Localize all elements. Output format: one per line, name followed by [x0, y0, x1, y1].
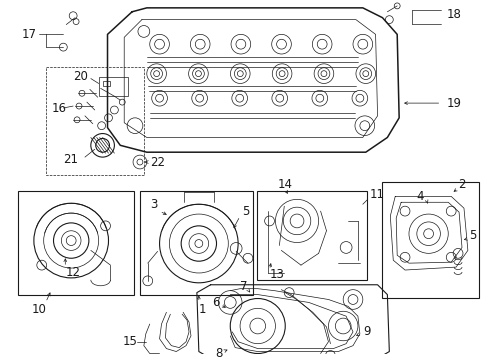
Bar: [382, 182, 478, 297]
Bar: [256, 192, 366, 280]
Text: 2: 2: [457, 178, 465, 191]
Text: 6: 6: [212, 296, 220, 309]
Text: 22: 22: [149, 156, 164, 168]
Bar: [45, 67, 143, 175]
Bar: [140, 192, 252, 294]
Text: 4: 4: [416, 190, 424, 203]
Text: 1: 1: [199, 303, 206, 316]
Text: 12: 12: [65, 266, 80, 279]
Text: 16: 16: [51, 102, 66, 114]
Text: 5: 5: [242, 204, 249, 217]
Text: 5: 5: [468, 229, 475, 242]
Text: 14: 14: [277, 178, 292, 191]
Text: 13: 13: [269, 269, 284, 282]
Text: 3: 3: [149, 198, 157, 211]
Text: 9: 9: [362, 325, 369, 338]
Text: 18: 18: [446, 8, 460, 21]
Text: 7: 7: [240, 280, 247, 293]
Text: 17: 17: [22, 28, 37, 41]
Text: 10: 10: [32, 303, 47, 316]
Text: 20: 20: [73, 70, 88, 83]
Bar: [102, 81, 110, 86]
Bar: [18, 192, 134, 294]
Text: 19: 19: [446, 96, 460, 109]
Text: 15: 15: [122, 335, 137, 348]
Text: 8: 8: [215, 347, 223, 360]
Text: 21: 21: [63, 153, 78, 166]
Text: 11: 11: [369, 188, 384, 201]
Bar: [99, 77, 128, 96]
